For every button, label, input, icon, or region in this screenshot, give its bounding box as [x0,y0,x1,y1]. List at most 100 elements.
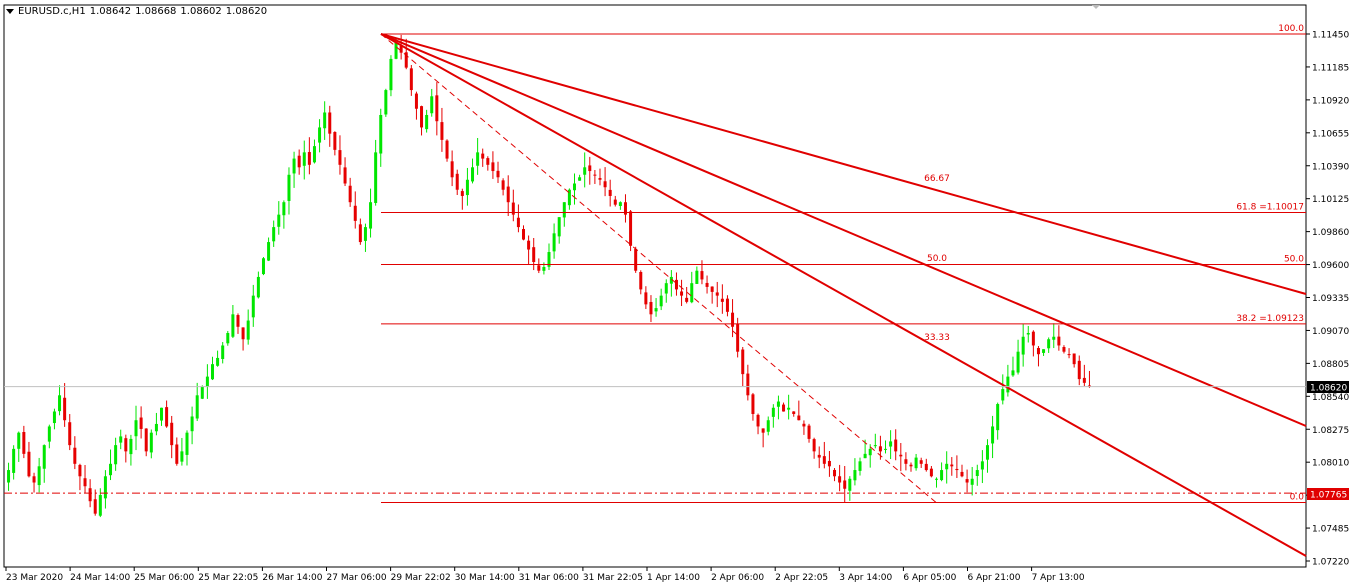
candle-body [139,417,143,429]
candle-body [516,217,520,228]
candle-body [42,445,46,469]
candle-body [603,181,607,188]
fib-level-label: 0.0 [1290,492,1305,502]
time-tick-label: 7 Apr 13:00 [1032,573,1085,583]
price-tick-label: 1.09860 [1312,228,1349,238]
candle-body [455,173,459,190]
candle-body [241,327,245,340]
candle-body [608,189,612,196]
candle-body [88,488,92,502]
candle-body [680,291,684,296]
candle-body [103,476,107,499]
candle-body [868,448,872,456]
candle-body [246,320,250,340]
candle-body [307,152,311,165]
candle-body [838,476,842,483]
candle-body [649,301,653,315]
candle-body [751,394,755,414]
candle-body [236,315,240,327]
trend-line[interactable] [380,33,937,503]
candle-body [894,439,898,452]
candle-body [37,466,41,486]
candle-body [945,463,949,470]
fan-line[interactable] [380,33,1307,295]
candle-body [374,152,378,203]
candle-body [833,469,837,477]
candle-body [1006,376,1010,393]
candle-body [1036,348,1040,355]
candle-body [817,454,821,458]
candle-body [827,460,831,467]
candle-body [623,202,627,215]
candle-body [267,242,271,261]
candle-body [991,426,995,444]
candle-body [909,464,913,467]
price-tick-label: 1.11185 [1312,63,1349,73]
fib-level-label: 38.2 =1.09123 [1236,314,1304,324]
candle-body [1052,336,1056,340]
fan-line[interactable] [380,33,1307,557]
candle-body [996,404,1000,431]
candle-body [720,298,724,302]
candle-body [980,461,984,470]
candle-body [771,407,775,417]
candle-body [955,468,959,471]
chart-header: EURUSD.c,H1 1.08642 1.08668 1.08602 1.08620 [6,6,271,17]
candle-body [537,265,541,271]
candle-body [802,423,806,427]
candle-body [7,470,11,483]
candle-body [221,345,225,360]
price-axis: 1.11450 1.11185 1.10920 1.10655 1.10390 1.101… [1306,31,1349,568]
candle-body [1021,336,1025,355]
price-tick-label: 1.11450 [1312,31,1349,41]
price-tick-label: 1.08010 [1312,459,1349,469]
candle-body [914,457,918,469]
candle-body [527,240,531,250]
candle-body [741,349,745,375]
candle-body [618,202,622,206]
dropdown-triangle-icon[interactable] [6,8,14,14]
candle-body [363,227,367,241]
time-tick-label: 31 Mar 06:00 [519,573,579,583]
candle-body [975,470,979,476]
candle-body [669,276,673,284]
candle-body [358,224,362,243]
price-tick-label: 1.08805 [1312,360,1349,370]
candle-body [562,202,566,218]
time-tick-label: 30 Mar 14:00 [455,573,515,583]
chart-shift-marker-icon[interactable] [1092,5,1100,9]
candle-body [414,93,418,109]
fan-line[interactable] [380,33,1307,427]
candle-body [731,312,735,327]
candle-body [486,158,490,165]
time-tick-label: 1 Apr 14:00 [647,573,700,583]
candle-body [389,58,393,91]
candle-body [17,432,21,449]
fib-level-label: 50.0 [1284,254,1304,264]
candle-body [210,364,214,380]
candle-body [52,411,56,424]
candle-body [639,271,643,290]
candle-body [690,283,694,303]
candle-body [124,438,128,452]
time-tick-label: 2 Apr 22:05 [775,573,828,583]
candle-body [420,106,424,128]
candle-body [440,122,444,140]
candle-body [797,415,801,421]
candle-body [404,52,408,68]
candle-body [634,248,638,271]
line-price-label: 1.07765 [1310,491,1347,501]
candle-body [567,189,571,206]
candle-body [22,432,26,454]
candle-body [792,411,796,414]
candle-body [1077,360,1081,380]
candle-body [399,46,403,53]
fan-label: 50.0 [927,254,947,264]
price-tick-label: 1.09600 [1312,261,1349,271]
drawings-layer[interactable]: 100.0 61.8 =1.10017 50.0 38.2 =1.09123 0.0 66… [380,24,1307,557]
price-tick-label: 1.10390 [1312,162,1349,172]
candle-body [216,357,220,366]
candle-body [899,454,903,457]
candle-body [338,150,342,165]
